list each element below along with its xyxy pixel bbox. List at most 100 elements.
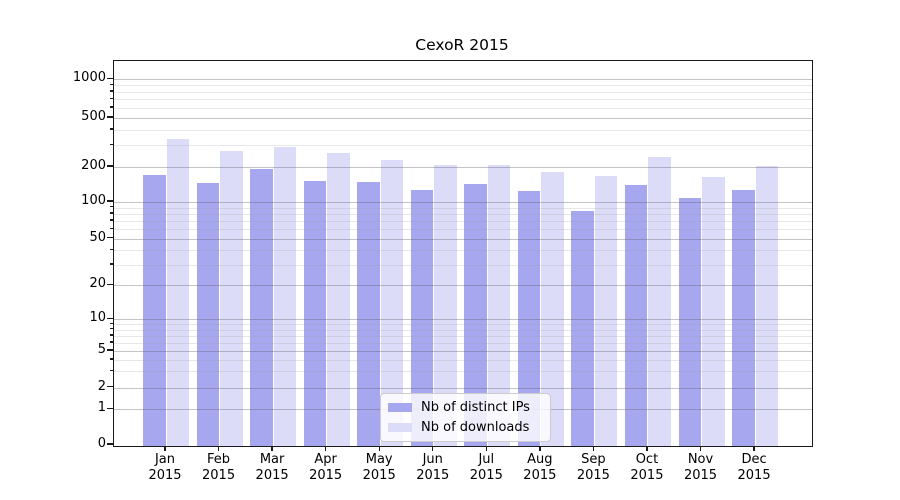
y-minor-tick-900 — [110, 83, 113, 86]
bar-distinct-ips-dec — [732, 190, 755, 446]
x-tick-apr — [324, 446, 327, 451]
x-tick-label-feb: Feb 2015 — [202, 452, 236, 483]
bar-downloads-feb — [220, 150, 243, 446]
major-gridline-2 — [114, 387, 812, 389]
grid-layer — [114, 61, 812, 446]
bar-downloads-mar — [273, 147, 297, 446]
x-tick-mar — [271, 446, 273, 451]
bar-distinct-ips-feb — [196, 182, 220, 446]
minor-gridline-3 — [114, 371, 812, 373]
legend-entry-distinct-ips: Nb of distinct IPs — [388, 400, 542, 415]
bar-distinct-ips-nov — [678, 198, 701, 446]
y-tick-2 — [107, 386, 113, 388]
y-tick-label-5: 5 — [97, 342, 106, 357]
y-minor-tick-600 — [110, 106, 113, 108]
plot-area: Nb of distinct IPs Nb of downloads — [113, 60, 813, 447]
chart-title: CexoR 2015 — [415, 36, 509, 54]
x-tick-label-dec: Dec 2015 — [737, 452, 771, 483]
y-tick-200 — [107, 165, 113, 167]
legend: Nb of distinct IPs Nb of downloads — [380, 393, 551, 442]
y-minor-tick-300 — [110, 143, 113, 146]
bar-distinct-ips-mar — [250, 168, 273, 446]
major-gridline-200 — [114, 167, 812, 168]
bar-distinct-ips-aug — [517, 190, 541, 446]
major-gridline-5 — [114, 351, 812, 352]
y-tick-label-1000: 1000 — [72, 70, 106, 86]
y-tick-label-500: 500 — [81, 109, 106, 124]
y-minor-tick-6 — [110, 341, 113, 343]
bars-layer — [114, 61, 812, 446]
major-gridline-100 — [114, 202, 812, 203]
y-tick-1 — [107, 407, 113, 409]
x-tick-oct — [646, 446, 648, 451]
y-minor-tick-4 — [110, 358, 113, 360]
minor-gridline-600 — [114, 107, 812, 109]
y-minor-tick-40 — [110, 248, 113, 250]
minor-gridline-300 — [114, 145, 812, 147]
bar-distinct-ips-may — [357, 181, 380, 446]
major-gridline-50 — [114, 238, 812, 240]
y-tick-0 — [107, 443, 113, 445]
x-tick-jul — [485, 446, 487, 451]
bar-downloads-apr — [327, 153, 350, 446]
y-minor-tick-7 — [110, 334, 113, 336]
x-tick-label-jan: Jan 2015 — [148, 452, 182, 483]
legend-label-distinct-ips: Nb of distinct IPs — [421, 400, 530, 415]
minor-gridline-80 — [114, 213, 812, 215]
bar-distinct-ips-oct — [624, 184, 648, 446]
bar-downloads-may — [380, 159, 404, 446]
x-tick-label-sep: Sep 2015 — [576, 452, 610, 483]
x-tick-dec — [753, 446, 755, 451]
bar-downloads-sep — [594, 175, 618, 446]
minor-gridline-30 — [114, 264, 812, 266]
y-minor-tick-9 — [110, 322, 113, 324]
minor-gridline-800 — [114, 91, 812, 93]
y-tick-label-10: 10 — [89, 310, 106, 326]
x-tick-label-nov: Nov 2015 — [683, 452, 718, 483]
y-tick-1000 — [107, 77, 113, 79]
bar-distinct-ips-jan — [143, 175, 166, 446]
x-tick-label-oct: Oct 2015 — [630, 452, 664, 483]
bar-distinct-ips-jul — [464, 184, 487, 446]
bar-distinct-ips-apr — [303, 180, 327, 446]
y-minor-tick-400 — [110, 128, 113, 130]
minor-gridline-9 — [114, 324, 812, 326]
y-tick-100 — [107, 200, 113, 202]
x-tick-aug — [539, 446, 541, 451]
x-tick-label-jul: Jul 2015 — [469, 452, 503, 483]
legend-swatch-downloads — [388, 423, 412, 432]
legend-label-downloads: Nb of downloads — [421, 420, 530, 435]
x-tick-label-apr: Apr 2015 — [309, 452, 343, 483]
y-minor-tick-8 — [110, 328, 113, 330]
minor-gridline-90 — [114, 207, 812, 209]
minor-gridline-4 — [114, 359, 812, 361]
y-tick-20 — [107, 283, 113, 285]
y-tick-label-2: 2 — [97, 378, 106, 394]
x-tick-jun — [432, 446, 434, 451]
y-tick-label-1: 1 — [97, 400, 106, 416]
bar-distinct-ips-sep — [571, 210, 594, 446]
y-minor-tick-700 — [110, 97, 113, 100]
bar-downloads-jan — [166, 138, 189, 446]
x-tick-sep — [592, 446, 595, 451]
minor-gridline-60 — [114, 229, 812, 231]
minor-gridline-900 — [114, 85, 812, 87]
bar-distinct-ips-jun — [410, 189, 434, 446]
bar-downloads-oct — [648, 157, 671, 446]
x-tick-nov — [699, 446, 702, 451]
y-minor-tick-90 — [110, 206, 113, 208]
legend-swatch-distinct-ips — [388, 403, 412, 412]
y-tick-label-50: 50 — [89, 229, 106, 245]
major-gridline-1000 — [114, 79, 812, 81]
bar-downloads-nov — [702, 177, 725, 446]
minor-gridline-40 — [114, 250, 812, 252]
x-tick-label-mar: Mar 2015 — [255, 452, 289, 483]
minor-gridline-7 — [114, 335, 812, 337]
bar-downloads-dec — [755, 165, 779, 446]
major-gridline-20 — [114, 285, 812, 287]
y-tick-5 — [107, 349, 113, 351]
y-tick-50 — [107, 237, 113, 239]
y-minor-tick-80 — [110, 212, 113, 214]
x-tick-may — [378, 446, 380, 451]
y-tick-label-0: 0 — [97, 436, 106, 451]
